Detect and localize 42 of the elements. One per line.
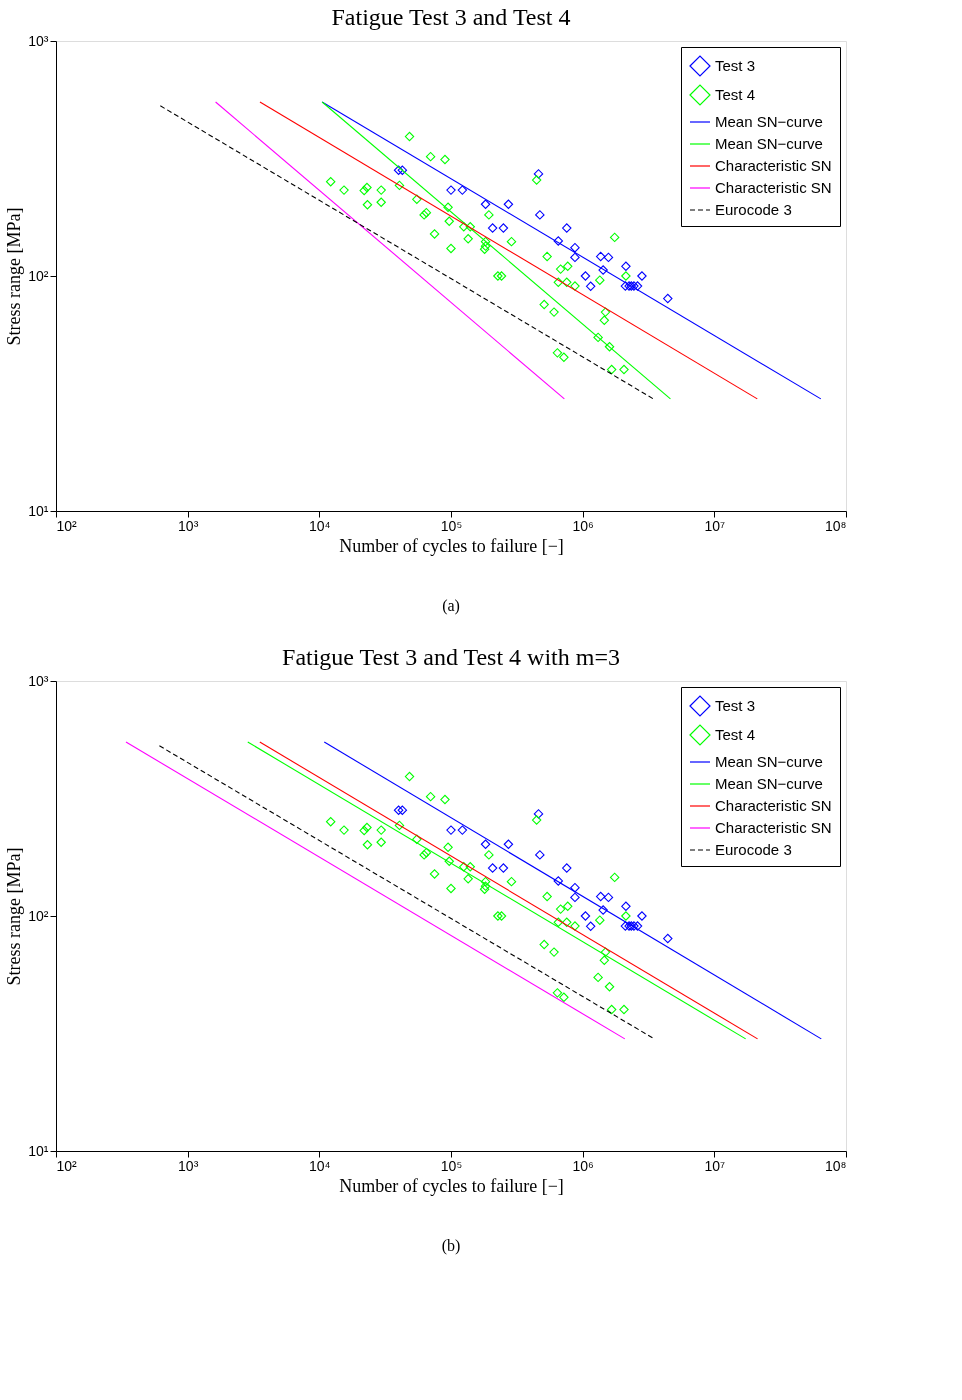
legend-label: Mean SN−curve: [715, 775, 823, 792]
legend-label: Characteristic SN: [715, 157, 832, 174]
x-tick-label: 10⁴: [309, 517, 331, 534]
legend-label: Eurocode 3: [715, 841, 792, 858]
x-tick-label: 10⁸: [825, 1157, 847, 1174]
text: (b): [441, 1237, 461, 1255]
x-tick-label: 10⁷: [704, 1157, 726, 1174]
text: (a): [442, 597, 460, 615]
x-tick-label: 10⁵: [440, 517, 463, 534]
legend-label: Mean SN−curve: [715, 753, 823, 770]
x-tick-label: 10⁶: [572, 1157, 594, 1174]
y-tick-label: 10³: [28, 32, 49, 49]
legend-label: Characteristic SN: [715, 819, 832, 836]
x-tick-label: 10²: [56, 517, 78, 534]
chart-title: Fatigue Test 3 and Test 4: [331, 4, 571, 30]
y-axis-title: Stress range [MPa]: [4, 847, 25, 986]
chart-title: Fatigue Test 3 and Test 4 with m=3: [282, 644, 620, 670]
x-tick-label: 10⁴: [309, 1157, 331, 1174]
legend-label: Test 4: [715, 726, 756, 743]
legend-label: Eurocode 3: [715, 201, 792, 218]
legend-label: Mean SN−curve: [715, 113, 823, 130]
y-tick-label: 10²: [28, 907, 49, 924]
x-tick-label: 10⁷: [704, 517, 726, 534]
x-tick-label: 10⁶: [572, 517, 594, 534]
legend-label: Characteristic SN: [715, 179, 832, 196]
y-tick-label: 10¹: [28, 502, 49, 519]
x-axis-title: Number of cycles to failure [−]: [339, 1175, 564, 1196]
y-tick-label: 10¹: [28, 1142, 49, 1159]
y-axis-title: Stress range [MPa]: [4, 207, 25, 346]
x-tick-label: 10⁵: [440, 1157, 463, 1174]
legend-label: Test 3: [715, 697, 756, 714]
x-tick-label: 10⁸: [825, 517, 847, 534]
legend-label: Test 4: [715, 86, 756, 103]
legend-label: Test 3: [715, 57, 756, 74]
legend-label: Characteristic SN: [715, 797, 832, 814]
x-axis-title: Number of cycles to failure [−]: [339, 535, 564, 556]
y-tick-label: 10²: [28, 267, 49, 284]
legend-label: Mean SN−curve: [715, 135, 823, 152]
x-tick-label: 10³: [178, 517, 199, 534]
x-tick-label: 10³: [178, 1157, 199, 1174]
x-tick-label: 10²: [56, 1157, 78, 1174]
y-tick-label: 10³: [28, 672, 49, 689]
